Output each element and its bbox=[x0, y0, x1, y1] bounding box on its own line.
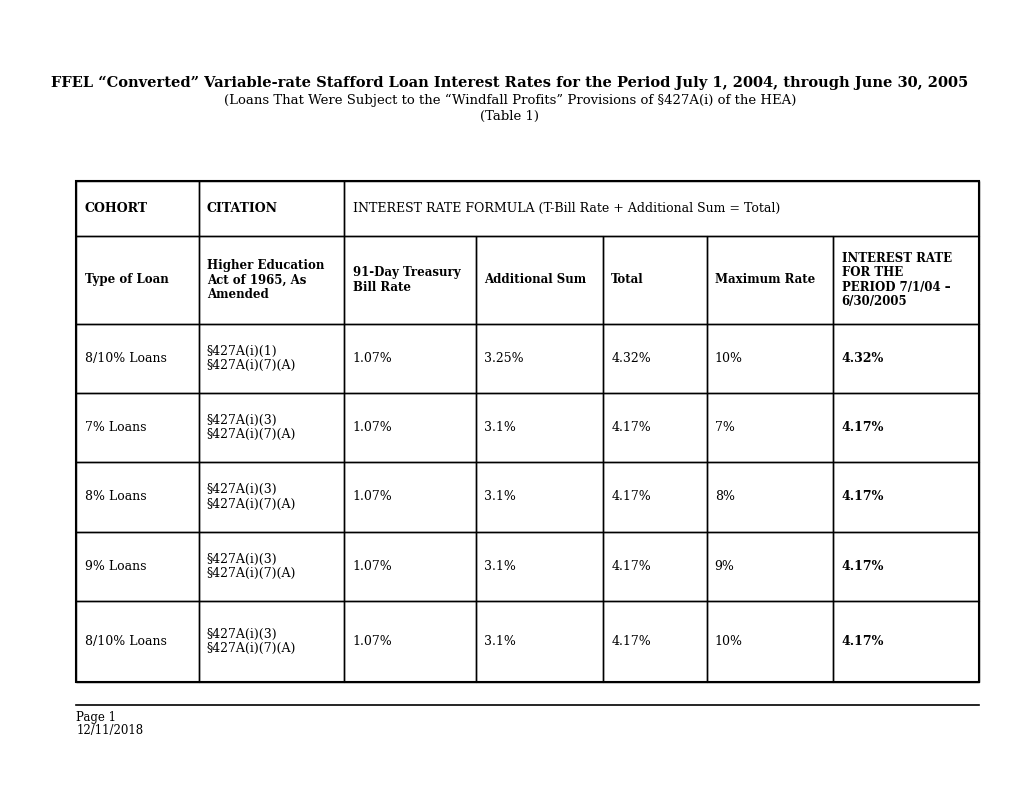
Text: Additional Sum: Additional Sum bbox=[484, 273, 586, 287]
Text: Act of 1965, As: Act of 1965, As bbox=[207, 273, 306, 287]
Text: (Table 1): (Table 1) bbox=[480, 110, 539, 123]
Text: INTEREST RATE: INTEREST RATE bbox=[841, 252, 951, 266]
Text: 10%: 10% bbox=[714, 351, 742, 365]
Text: 3.1%: 3.1% bbox=[484, 421, 516, 434]
Text: COHORT: COHORT bbox=[85, 203, 148, 215]
Text: 4.17%: 4.17% bbox=[841, 635, 883, 648]
Text: 91-Day Treasury: 91-Day Treasury bbox=[353, 266, 460, 280]
Text: 4.32%: 4.32% bbox=[841, 351, 883, 365]
Text: (Loans That Were Subject to the “Windfall Profits” Provisions of §427A(i) of the: (Loans That Were Subject to the “Windfal… bbox=[223, 95, 796, 107]
Text: §427A(i)(1): §427A(i)(1) bbox=[207, 344, 277, 358]
Text: 10%: 10% bbox=[714, 635, 742, 648]
Text: 8/10% Loans: 8/10% Loans bbox=[85, 351, 166, 365]
Text: 9%: 9% bbox=[714, 559, 734, 573]
Text: 3.1%: 3.1% bbox=[484, 635, 516, 648]
Text: 4.32%: 4.32% bbox=[610, 351, 650, 365]
Text: §427A(i)(7)(A): §427A(i)(7)(A) bbox=[207, 428, 296, 441]
Text: 7%: 7% bbox=[714, 421, 734, 434]
Text: 4.17%: 4.17% bbox=[841, 421, 883, 434]
Text: 6/30/2005: 6/30/2005 bbox=[841, 295, 906, 308]
Text: Bill Rate: Bill Rate bbox=[353, 281, 411, 294]
Text: §427A(i)(3): §427A(i)(3) bbox=[207, 628, 277, 641]
Text: §427A(i)(3): §427A(i)(3) bbox=[207, 414, 277, 427]
Text: 4.17%: 4.17% bbox=[610, 421, 650, 434]
Text: 1.07%: 1.07% bbox=[353, 351, 392, 365]
Text: 1.07%: 1.07% bbox=[353, 635, 392, 648]
Text: 8%: 8% bbox=[714, 490, 734, 504]
Text: 1.07%: 1.07% bbox=[353, 421, 392, 434]
Text: INTEREST RATE FORMULA (T-Bill Rate + Additional Sum = Total): INTEREST RATE FORMULA (T-Bill Rate + Add… bbox=[353, 203, 780, 215]
Text: 4.17%: 4.17% bbox=[610, 490, 650, 504]
Text: §427A(i)(3): §427A(i)(3) bbox=[207, 483, 277, 496]
Text: FFEL “Converted” Variable-rate Stafford Loan Interest Rates for the Period July : FFEL “Converted” Variable-rate Stafford … bbox=[51, 76, 968, 90]
Text: 1.07%: 1.07% bbox=[353, 559, 392, 573]
Text: §427A(i)(3): §427A(i)(3) bbox=[207, 552, 277, 566]
Text: Amended: Amended bbox=[207, 288, 268, 301]
Text: §427A(i)(7)(A): §427A(i)(7)(A) bbox=[207, 359, 296, 372]
Text: 4.17%: 4.17% bbox=[610, 559, 650, 573]
Text: FOR THE: FOR THE bbox=[841, 266, 902, 280]
Text: 12/11/2018: 12/11/2018 bbox=[76, 724, 144, 737]
Text: 4.17%: 4.17% bbox=[841, 490, 883, 504]
Text: §427A(i)(7)(A): §427A(i)(7)(A) bbox=[207, 642, 296, 655]
Text: §427A(i)(7)(A): §427A(i)(7)(A) bbox=[207, 497, 296, 511]
Text: CITATION: CITATION bbox=[207, 203, 277, 215]
Text: 9% Loans: 9% Loans bbox=[85, 559, 146, 573]
Text: 4.17%: 4.17% bbox=[610, 635, 650, 648]
Text: 1.07%: 1.07% bbox=[353, 490, 392, 504]
Text: 8% Loans: 8% Loans bbox=[85, 490, 146, 504]
Text: Maximum Rate: Maximum Rate bbox=[714, 273, 814, 287]
Text: Type of Loan: Type of Loan bbox=[85, 273, 168, 287]
Text: 3.1%: 3.1% bbox=[484, 490, 516, 504]
Text: 8/10% Loans: 8/10% Loans bbox=[85, 635, 166, 648]
Text: Total: Total bbox=[610, 273, 643, 287]
Text: §427A(i)(7)(A): §427A(i)(7)(A) bbox=[207, 567, 296, 580]
Text: 3.25%: 3.25% bbox=[484, 351, 524, 365]
Text: Page 1: Page 1 bbox=[76, 711, 116, 723]
Text: PERIOD 7/1/04 –: PERIOD 7/1/04 – bbox=[841, 281, 950, 294]
Text: Higher Education: Higher Education bbox=[207, 259, 324, 273]
Text: 7% Loans: 7% Loans bbox=[85, 421, 146, 434]
Text: 4.17%: 4.17% bbox=[841, 559, 883, 573]
Text: 3.1%: 3.1% bbox=[484, 559, 516, 573]
